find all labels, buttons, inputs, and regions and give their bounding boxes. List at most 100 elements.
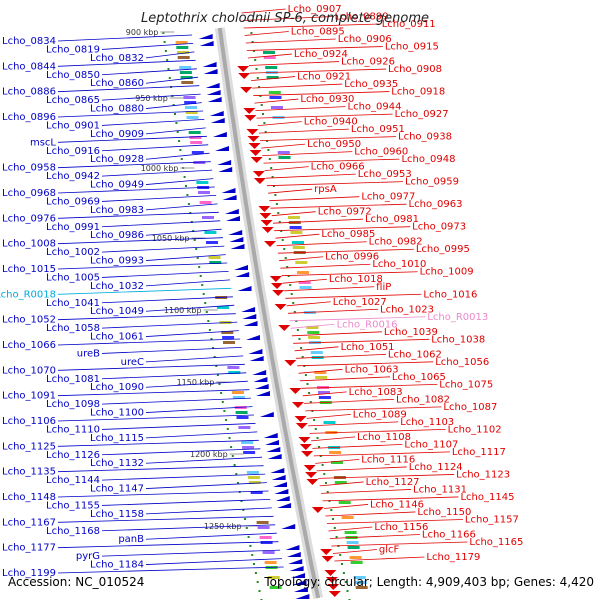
gene-label[interactable]: Lcho_0966 <box>311 162 365 173</box>
gene-label[interactable]: Lcho_0949 <box>90 180 144 191</box>
gene-label[interactable]: Lcho_1008 <box>2 239 56 250</box>
gene-label[interactable]: Lcho_0909 <box>90 129 144 140</box>
gene-label[interactable]: Lcho_1184 <box>90 560 144 571</box>
gene-label[interactable]: Lcho_1087 <box>443 402 497 413</box>
gene-label[interactable]: Lcho_0950 <box>307 139 361 150</box>
gene-label[interactable]: Lcho_0958 <box>2 163 56 174</box>
gene-label[interactable]: Lcho_0972 <box>318 207 372 218</box>
gene-label[interactable]: Lcho_0981 <box>365 214 419 225</box>
gene-label[interactable]: Lcho_1038 <box>431 334 485 345</box>
gene-label[interactable]: Lcho_0982 <box>369 237 423 248</box>
gene-label[interactable]: Lcho_1089 <box>353 409 407 420</box>
gene-label[interactable]: Lcho_R0018 <box>0 289 56 300</box>
gene-label[interactable]: Lcho_0993 <box>90 256 144 267</box>
gene-label[interactable]: Lcho_1145 <box>460 492 514 503</box>
gene-label[interactable]: Lcho_0973 <box>412 222 466 233</box>
gene-label[interactable]: Lcho_1144 <box>46 475 100 486</box>
gene-label[interactable]: Lcho_0906 <box>338 34 392 45</box>
gene-label[interactable]: Lcho_0926 <box>341 57 395 68</box>
gene-label[interactable]: Lcho_0844 <box>2 61 56 72</box>
gene-label[interactable]: Lcho_0918 <box>391 87 445 98</box>
gene-label[interactable]: Lcho_1131 <box>413 484 467 495</box>
gene-label[interactable]: Lcho_1146 <box>370 499 424 510</box>
gene-label[interactable]: Lcho_1049 <box>90 306 144 317</box>
gene-label[interactable]: Lcho_1065 <box>392 372 446 383</box>
gene-label[interactable]: Lcho_1100 <box>90 408 144 419</box>
gene-label[interactable]: Lcho_0899 <box>335 12 389 23</box>
gene-label[interactable]: Lcho_0930 <box>300 94 354 105</box>
gene-label[interactable]: Lcho_0985 <box>321 229 375 240</box>
gene-label[interactable]: Lcho_0860 <box>90 78 144 89</box>
gene-label[interactable]: Lcho_1157 <box>465 514 519 525</box>
gene-label[interactable]: Lcho_R0013 <box>427 312 488 323</box>
gene-label[interactable]: Lcho_0960 <box>354 147 408 158</box>
gene-label[interactable]: Lcho_1115 <box>90 433 144 444</box>
gene-label[interactable]: Lcho_1132 <box>90 458 144 469</box>
gene-label[interactable]: Lcho_0953 <box>358 169 412 180</box>
gene-label[interactable]: Lcho_0940 <box>304 117 358 128</box>
gene-label[interactable]: Lcho_1066 <box>2 340 56 351</box>
gene-label[interactable]: Lcho_0880 <box>90 104 144 115</box>
gene-label[interactable]: Lcho_0986 <box>90 230 144 241</box>
gene-label[interactable]: Lcho_0832 <box>90 53 144 64</box>
gene-label[interactable]: Lcho_0834 <box>2 36 56 47</box>
gene-label[interactable]: Lcho_1062 <box>388 349 442 360</box>
gene-label[interactable]: Lcho_1005 <box>46 272 100 283</box>
gene-label[interactable]: Lcho_0996 <box>325 252 379 263</box>
gene-label[interactable]: Lcho_0819 <box>46 44 100 55</box>
gene-label[interactable]: Lcho_1147 <box>90 484 144 495</box>
gene-label[interactable]: Lcho_1124 <box>409 462 463 473</box>
gene-label[interactable]: Lcho_0916 <box>46 146 100 157</box>
gene-label[interactable]: Lcho_0850 <box>46 70 100 81</box>
gene-label[interactable]: Lcho_1108 <box>357 432 411 443</box>
gene-label[interactable]: Lcho_0924 <box>294 49 348 60</box>
gene-label[interactable]: Lcho_1165 <box>469 537 523 548</box>
gene-label[interactable]: Lcho_1015 <box>2 264 56 275</box>
gene-label[interactable]: Lcho_0886 <box>2 87 56 98</box>
gene-label[interactable]: Lcho_1158 <box>90 509 144 520</box>
gene-label[interactable]: Lcho_1117 <box>452 447 506 458</box>
gene-label[interactable]: Lcho_1123 <box>456 469 510 480</box>
gene-label[interactable]: Lcho_0928 <box>90 154 144 165</box>
gene-label[interactable]: Lcho_1148 <box>2 492 56 503</box>
gene-label[interactable]: Lcho_0944 <box>348 102 402 113</box>
gene-label[interactable]: Lcho_1167 <box>2 517 56 528</box>
gene-label[interactable]: Lcho_1125 <box>2 441 56 452</box>
gene-label[interactable]: Lcho_1058 <box>46 323 100 334</box>
gene-label[interactable]: Lcho_1116 <box>361 454 415 465</box>
gene-label[interactable]: Lcho_1002 <box>46 247 100 258</box>
gene-label[interactable]: panB <box>118 534 144 545</box>
gene-label[interactable]: Lcho_1051 <box>341 342 395 353</box>
gene-label[interactable]: Lcho_1061 <box>90 332 144 343</box>
gene-label[interactable]: Lcho_R0016 <box>337 319 398 330</box>
gene-label[interactable]: Lcho_0907 <box>288 4 342 15</box>
gene-label[interactable]: Lcho_1010 <box>372 259 426 270</box>
gene-label[interactable]: Lcho_0901 <box>46 120 100 131</box>
gene-label[interactable]: Lcho_1018 <box>329 274 383 285</box>
gene-label[interactable]: Lcho_1075 <box>439 379 493 390</box>
gene-label[interactable]: Lcho_0991 <box>46 222 100 233</box>
gene-label[interactable]: Lcho_1166 <box>422 529 476 540</box>
gene-label[interactable]: Lcho_1106 <box>2 416 56 427</box>
gene-label[interactable]: mscL <box>30 137 56 148</box>
gene-label[interactable]: Lcho_1126 <box>46 450 100 461</box>
gene-label[interactable]: Lcho_0969 <box>46 196 100 207</box>
gene-label[interactable]: Lcho_1103 <box>400 417 454 428</box>
gene-label[interactable]: Lcho_0968 <box>2 188 56 199</box>
gene-label[interactable]: Lcho_0911 <box>382 19 436 30</box>
gene-label[interactable]: Lcho_1056 <box>435 357 489 368</box>
gene-label[interactable]: ureB <box>77 348 100 359</box>
gene-label[interactable]: ureC <box>121 357 144 368</box>
gene-label[interactable]: Lcho_0995 <box>416 244 470 255</box>
gene-label[interactable]: fliP <box>376 282 391 293</box>
gene-label[interactable]: Lcho_0865 <box>46 95 100 106</box>
gene-label[interactable]: Lcho_1070 <box>2 365 56 376</box>
gene-label[interactable]: glcF <box>379 544 400 555</box>
gene-label[interactable]: Lcho_1177 <box>2 543 56 554</box>
gene-label[interactable]: Lcho_0938 <box>398 132 452 143</box>
gene-label[interactable]: Lcho_1135 <box>2 467 56 478</box>
gene-label[interactable]: Lcho_1027 <box>333 297 387 308</box>
gene-label[interactable]: Lcho_1150 <box>417 507 471 518</box>
gene-label[interactable]: Lcho_0963 <box>409 199 463 210</box>
gene-label[interactable]: Lcho_1082 <box>396 394 450 405</box>
